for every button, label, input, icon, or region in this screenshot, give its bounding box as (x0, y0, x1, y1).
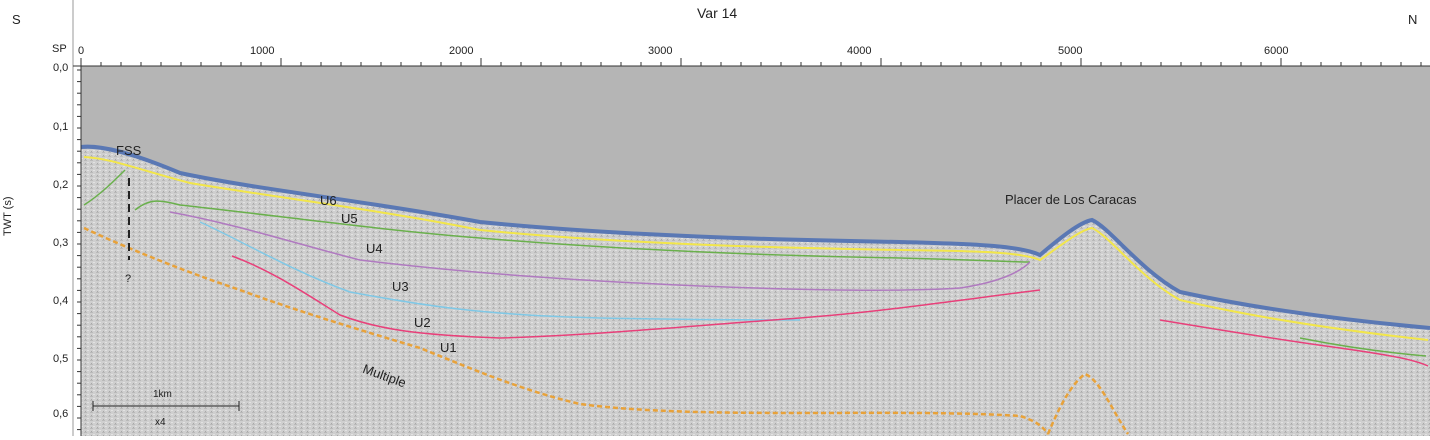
scale-bar-exaggeration-label: x4 (155, 417, 166, 428)
twt-tick-label-2: 0,2 (53, 179, 69, 191)
twt-tick-label-0: 0,0 (53, 62, 69, 74)
seafloor-horizon (80, 144, 1430, 330)
profile-title: Var 14 (697, 5, 738, 21)
unit-label-u2: U2 (414, 315, 431, 330)
scale-bar-length-label: 1km (153, 389, 172, 400)
sp-tick-label-0: 0 (78, 45, 85, 57)
horizon-u5 (83, 169, 1427, 357)
sp-axis-label: SP (52, 43, 67, 55)
sp-tick-label-5000: 5000 (1058, 45, 1083, 57)
placer-de-los-caracas-label: Placer de Los Caracas (1005, 192, 1137, 207)
sp-ticks (80, 58, 1422, 66)
multiple-reflector (83, 226, 1130, 435)
sp-tick-label-1000: 1000 (250, 45, 275, 57)
twt-axis-label: TWT (s) (2, 196, 14, 236)
twt-tick-label-6: 0,6 (53, 408, 69, 420)
twt-tick-label-5: 0,5 (53, 353, 69, 365)
question-mark-label: ? (125, 273, 132, 285)
sp-tick-label-4000: 4000 (847, 45, 872, 57)
twt-tick-label-3: 0,3 (53, 237, 69, 249)
horizon-u6 (83, 156, 1429, 341)
horizon-u3 (199, 221, 801, 321)
unit-label-u4: U4 (366, 241, 383, 256)
horizon-u2 (231, 255, 1429, 367)
sp-tick-label-2000: 2000 (449, 45, 474, 57)
unit-label-u3: U3 (392, 279, 409, 294)
unit-label-u5: U5 (341, 211, 358, 226)
sp-tick-label-6000: 6000 (1264, 45, 1289, 57)
direction-north-label: N (1408, 12, 1418, 27)
unit-label-u6: U6 (320, 193, 337, 208)
twt-tick-label-1: 0,1 (53, 121, 69, 133)
unit-label-u1: U1 (440, 340, 457, 355)
sp-tick-label-3000: 3000 (648, 45, 673, 57)
horizon-u4 (169, 211, 1031, 291)
twt-tick-label-4: 0,4 (53, 295, 69, 307)
twt-ticks (77, 69, 81, 431)
direction-south-label: S (12, 12, 21, 27)
fss-label: FSS (116, 143, 142, 158)
